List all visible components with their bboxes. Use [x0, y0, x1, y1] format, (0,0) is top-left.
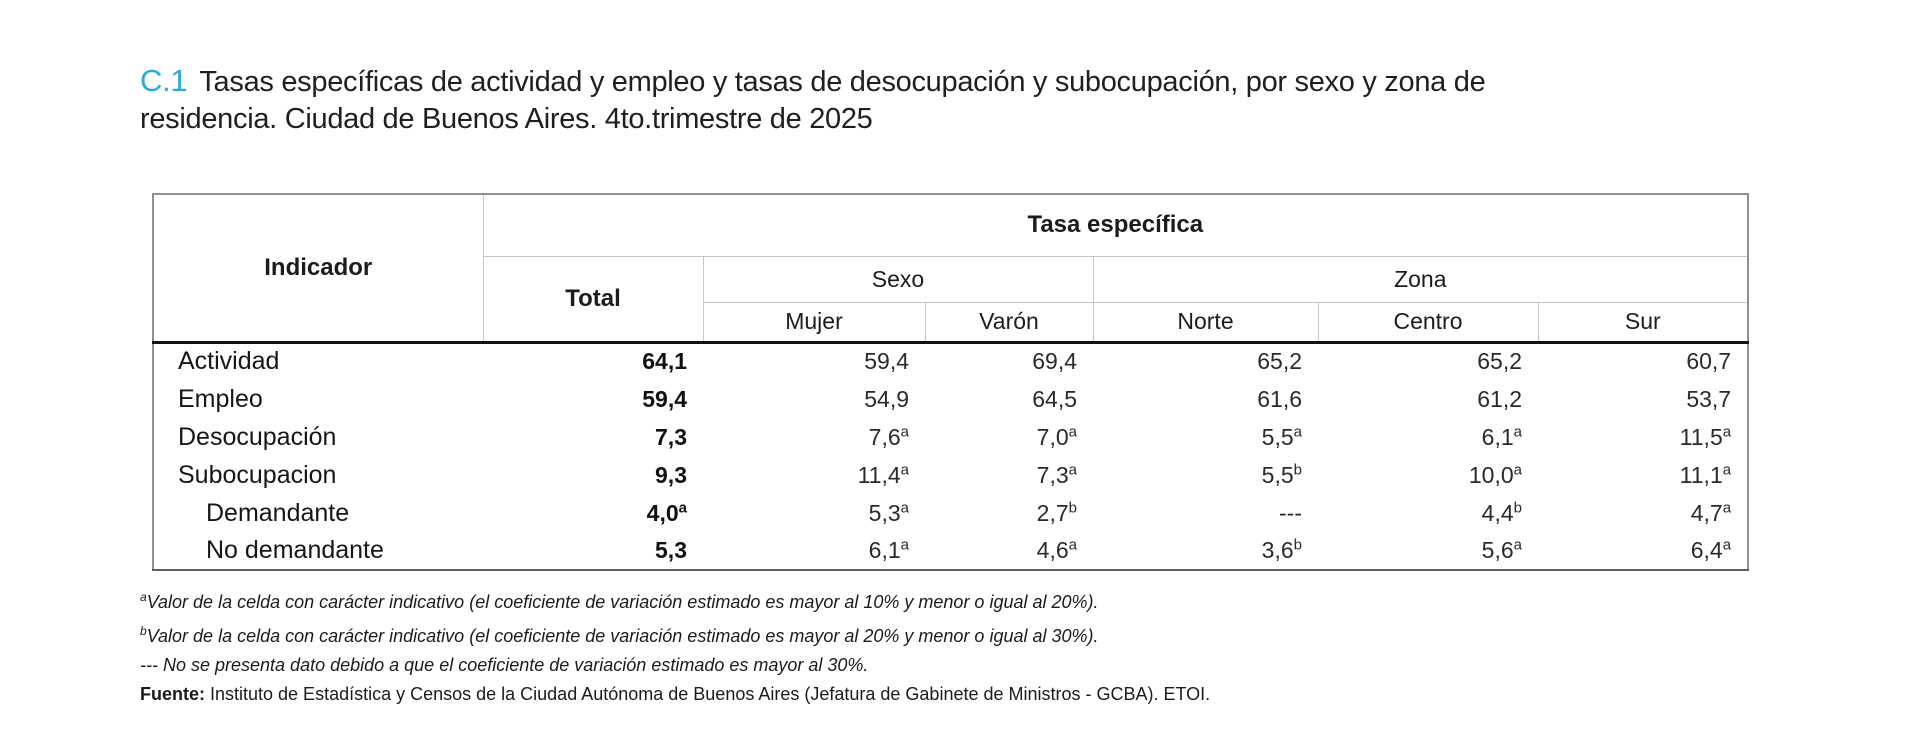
header-varon: Varón	[924, 302, 1093, 344]
value-cell: 3,6b	[1261, 536, 1302, 563]
header-sur: Sur	[1537, 302, 1749, 344]
table-row: No demandante 5,3 6,1a 4,6a 3,6b 5,6a 6,4a	[153, 532, 1748, 570]
value-cell: ---	[1279, 499, 1302, 526]
header-row-1: Indicador Tasa específica	[153, 194, 1749, 344]
value-cell: 10,0a	[1468, 460, 1522, 488]
table-row: Actividad 64,1 59,4 69,4 65,2 65,2 60,7	[153, 342, 1748, 380]
row-label: Demandante	[206, 498, 350, 527]
page-title: C.1 Tasas específicas de actividad y empl…	[140, 62, 1630, 138]
table-row: Empleo 59,4 54,9 64,5 61,6 61,2 53,7	[153, 380, 1748, 418]
value-cell: 6,1a	[1481, 422, 1522, 450]
value-cell: 5,6a	[1481, 536, 1522, 563]
value-cell: 7,3a	[1036, 460, 1077, 488]
footnote-line: --- No se presenta dato debido a que el …	[140, 655, 869, 675]
value-cell: 61,6	[1257, 385, 1302, 412]
value-cell: 2,7b	[1036, 498, 1077, 526]
value-cell: 6,1a	[868, 536, 909, 563]
value-cell: 53,7	[1686, 385, 1732, 412]
statistics-table: Indicador Tasa específica Total Sexo Zon…	[152, 193, 1750, 571]
value-cell: 7,0a	[1036, 422, 1077, 450]
header-total: Total	[482, 256, 703, 344]
header-mujer: Mujer	[702, 302, 925, 344]
value-cell: 54,9	[864, 385, 909, 412]
table-title-text: Tasas específicas de actividad y empleo …	[140, 66, 1486, 135]
header-zona: Zona	[1092, 256, 1749, 303]
value-cell: 4,7a	[1690, 498, 1732, 526]
value-cell: 5,5b	[1261, 460, 1302, 488]
value-cell: 5,5a	[1261, 422, 1302, 450]
header-norte: Norte	[1092, 302, 1318, 344]
footnote-line: bValor de la celda con carácter indicati…	[140, 624, 1099, 646]
footnotes-block: aValor de la celda con carácter indicati…	[140, 583, 1640, 709]
header-row-3: Mujer Varón Norte Centro Sur	[153, 302, 1749, 344]
row-label: Subocupacion	[178, 460, 337, 489]
row-label: No demandante	[206, 536, 384, 564]
value-cell: 59,4	[642, 385, 687, 412]
value-cell: 60,7	[1686, 348, 1732, 375]
table-row: Subocupacion 9,3 11,4a 7,3a 5,5b 10,0a 11,1a	[153, 456, 1748, 494]
source-line: Fuente: Instituto de Estadística y Censo…	[140, 684, 1211, 704]
value-cell: 4,4b	[1481, 498, 1522, 526]
row-label: Desocupación	[178, 422, 337, 451]
header-centro: Centro	[1317, 302, 1538, 344]
value-cell: 4,0a	[646, 498, 687, 526]
value-cell: 59,4	[864, 348, 909, 375]
value-cell: 65,2	[1477, 348, 1522, 375]
value-cell: 65,2	[1257, 348, 1302, 375]
value-cell: 11,1a	[1679, 460, 1732, 488]
row-label: Actividad	[178, 347, 280, 376]
value-cell: 7,6a	[868, 422, 909, 450]
table-row: Desocupación 7,3 7,6a 7,0a 5,5a 6,1a 11,5a	[153, 418, 1748, 456]
header-tasa-especifica: Tasa específica	[482, 194, 1749, 257]
value-cell: 61,2	[1477, 385, 1522, 412]
footnote-line: aValor de la celda con carácter indicati…	[140, 590, 1099, 612]
value-cell: 64,5	[1032, 385, 1077, 412]
value-cell: 4,6a	[1036, 536, 1077, 563]
value-cell: 69,4	[1032, 348, 1077, 375]
value-cell: 6,4a	[1690, 536, 1732, 563]
header-indicador: Indicador	[153, 194, 483, 344]
table-code: C.1	[140, 63, 188, 98]
value-cell: 11,4a	[857, 460, 909, 488]
row-label: Empleo	[178, 384, 263, 413]
value-cell: 5,3	[655, 537, 687, 563]
source-label: Fuente:	[140, 684, 205, 704]
value-cell: 64,1	[642, 348, 687, 375]
table-row: Demandante 4,0a 5,3a 2,7b --- 4,4b 4,7a	[153, 494, 1748, 532]
header-sexo: Sexo	[702, 256, 1093, 303]
value-cell: 9,3	[655, 461, 687, 488]
value-cell: 5,3a	[868, 498, 909, 526]
header-row-2: Total Sexo Zona	[153, 256, 1749, 344]
value-cell: 7,3	[655, 423, 687, 450]
value-cell: 11,5a	[1679, 422, 1732, 450]
